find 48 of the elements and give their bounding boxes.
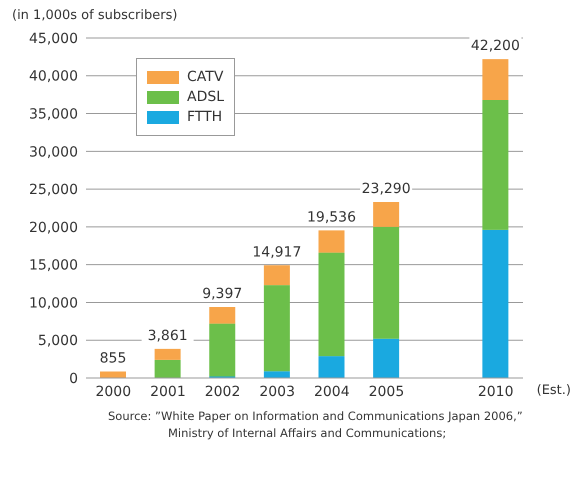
total-label: 9,397 [202, 286, 242, 302]
total-label: 42,200 [470, 38, 520, 54]
text: Ministry of Internal Affairs and Communications; [167, 425, 448, 442]
y-tick-label: 35,000 [29, 106, 78, 123]
y-tick-label: 10,000 [29, 295, 78, 312]
x-tick-label: 2000 [95, 384, 132, 400]
bar [482, 230, 508, 378]
bar [482, 100, 508, 230]
legend-label: ADSL [187, 89, 224, 105]
total-label: 23,290 [362, 181, 411, 198]
legend-label: CATV [187, 69, 224, 85]
bar [373, 338, 400, 378]
total-label: 14,917 [252, 244, 302, 260]
y-tick-label: 40,000 [29, 68, 78, 85]
x-tick-label: 2005 [368, 384, 404, 400]
source-note: Source: ”White Paper on Information and Communications Japan 2006,” [108, 408, 524, 425]
bar [318, 356, 344, 378]
total-label: 19,536 [307, 209, 356, 226]
bar [154, 348, 181, 360]
x-tick-label: 2003 [259, 384, 296, 400]
y-tick-label: 20,000 [29, 220, 78, 236]
bar [373, 202, 400, 227]
y-tick-label: 15,000 [29, 258, 78, 274]
y-tick-label: 5,000 [38, 333, 78, 350]
bar [264, 285, 290, 372]
x-tick-label: 2001 [150, 384, 186, 400]
y-tick-label: 30,000 [29, 144, 78, 160]
x-tick-label: 2010 [478, 384, 514, 400]
bar [209, 307, 236, 324]
y-tick-label: 0 [69, 370, 78, 387]
x-tick-label: 2002 [204, 384, 240, 400]
y-tick-label: 45,000 [29, 30, 78, 47]
x-axis-title: (Est.) [536, 383, 571, 398]
total-label: 855 [100, 350, 126, 367]
bar [373, 226, 400, 339]
legend-label: FTTH [187, 109, 222, 125]
bar [482, 59, 508, 100]
bar [318, 230, 344, 253]
y-axis-title: (in 1,000s of subscribers) [12, 8, 178, 25]
y-tick-label: 25,000 [29, 182, 78, 198]
bar [100, 372, 126, 378]
total-label: 3,861 [148, 328, 188, 344]
bar [318, 252, 344, 356]
x-tick-label: 2004 [314, 384, 350, 400]
bar [264, 265, 290, 286]
bar [154, 360, 181, 378]
bar [209, 324, 236, 376]
bar [264, 371, 290, 378]
